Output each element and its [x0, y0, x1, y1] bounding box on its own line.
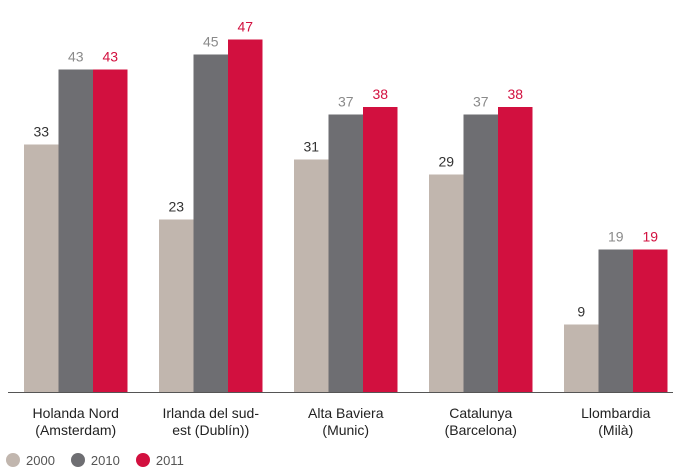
category-label-1-1: est (Dublín)) — [172, 422, 249, 438]
category-label-1-0: Irlanda del sud- — [162, 405, 259, 421]
data-label-2010-4: 19 — [608, 229, 624, 245]
legend-swatch-2010 — [70, 453, 85, 467]
bar-2010-0 — [58, 69, 93, 392]
data-label-2011-0: 43 — [102, 49, 118, 65]
bar-2011-4 — [633, 249, 668, 392]
data-label-2000-1: 23 — [168, 199, 184, 215]
chart-legend: 2000 2010 2011 — [6, 451, 200, 469]
legend-swatch-2000 — [6, 453, 20, 467]
legend-item-2000: 2000 — [6, 453, 55, 468]
data-label-2000-2: 31 — [303, 139, 319, 155]
category-label-4-1: (Milà) — [598, 422, 633, 438]
bar-2011-0 — [93, 69, 128, 392]
data-label-2011-4: 19 — [642, 229, 658, 245]
bar-2010-2 — [328, 114, 363, 392]
category-label-4-0: Llombardia — [581, 405, 650, 421]
data-label-2011-2: 38 — [372, 86, 388, 102]
bar-2000-1 — [159, 219, 194, 392]
data-label-2000-4: 9 — [577, 304, 585, 320]
data-label-2010-0: 43 — [68, 49, 84, 65]
data-label-2010-1: 45 — [203, 34, 219, 50]
data-label-2010-3: 37 — [473, 94, 489, 110]
data-label-2000-0: 33 — [33, 124, 49, 140]
bar-2011-2 — [363, 107, 398, 392]
bar-2000-0 — [24, 144, 59, 392]
legend-label-2010: 2010 — [90, 452, 120, 468]
bar-2000-2 — [294, 159, 329, 392]
data-label-2011-1: 47 — [237, 19, 253, 35]
category-label-3-0: Catalunya — [449, 405, 512, 421]
legend-label-2000: 2000 — [26, 452, 55, 468]
data-label-2000-3: 29 — [438, 154, 454, 170]
category-label-0-0: Holanda Nord — [33, 405, 119, 421]
data-label-2011-3: 38 — [507, 86, 523, 102]
bar-2010-3 — [463, 114, 498, 392]
bar-2000-3 — [429, 174, 464, 392]
legend-swatch-2011 — [135, 453, 150, 467]
legend-item-2011: 2011 — [135, 452, 184, 468]
category-label-2-1: (Munic) — [322, 422, 369, 438]
data-label-2010-2: 37 — [338, 94, 354, 110]
legend-item-2010: 2010 — [70, 452, 120, 468]
bar-2010-4 — [598, 249, 633, 392]
bar-2011-3 — [498, 107, 533, 392]
category-label-3-1: (Barcelona) — [445, 422, 517, 438]
bar-2011-1 — [228, 39, 263, 392]
bar-2010-1 — [193, 54, 228, 392]
category-label-0-1: (Amsterdam) — [35, 422, 116, 438]
bar-2000-4 — [564, 324, 599, 392]
category-label-2-0: Alta Baviera — [308, 405, 384, 421]
legend-label-2011: 2011 — [155, 452, 184, 468]
